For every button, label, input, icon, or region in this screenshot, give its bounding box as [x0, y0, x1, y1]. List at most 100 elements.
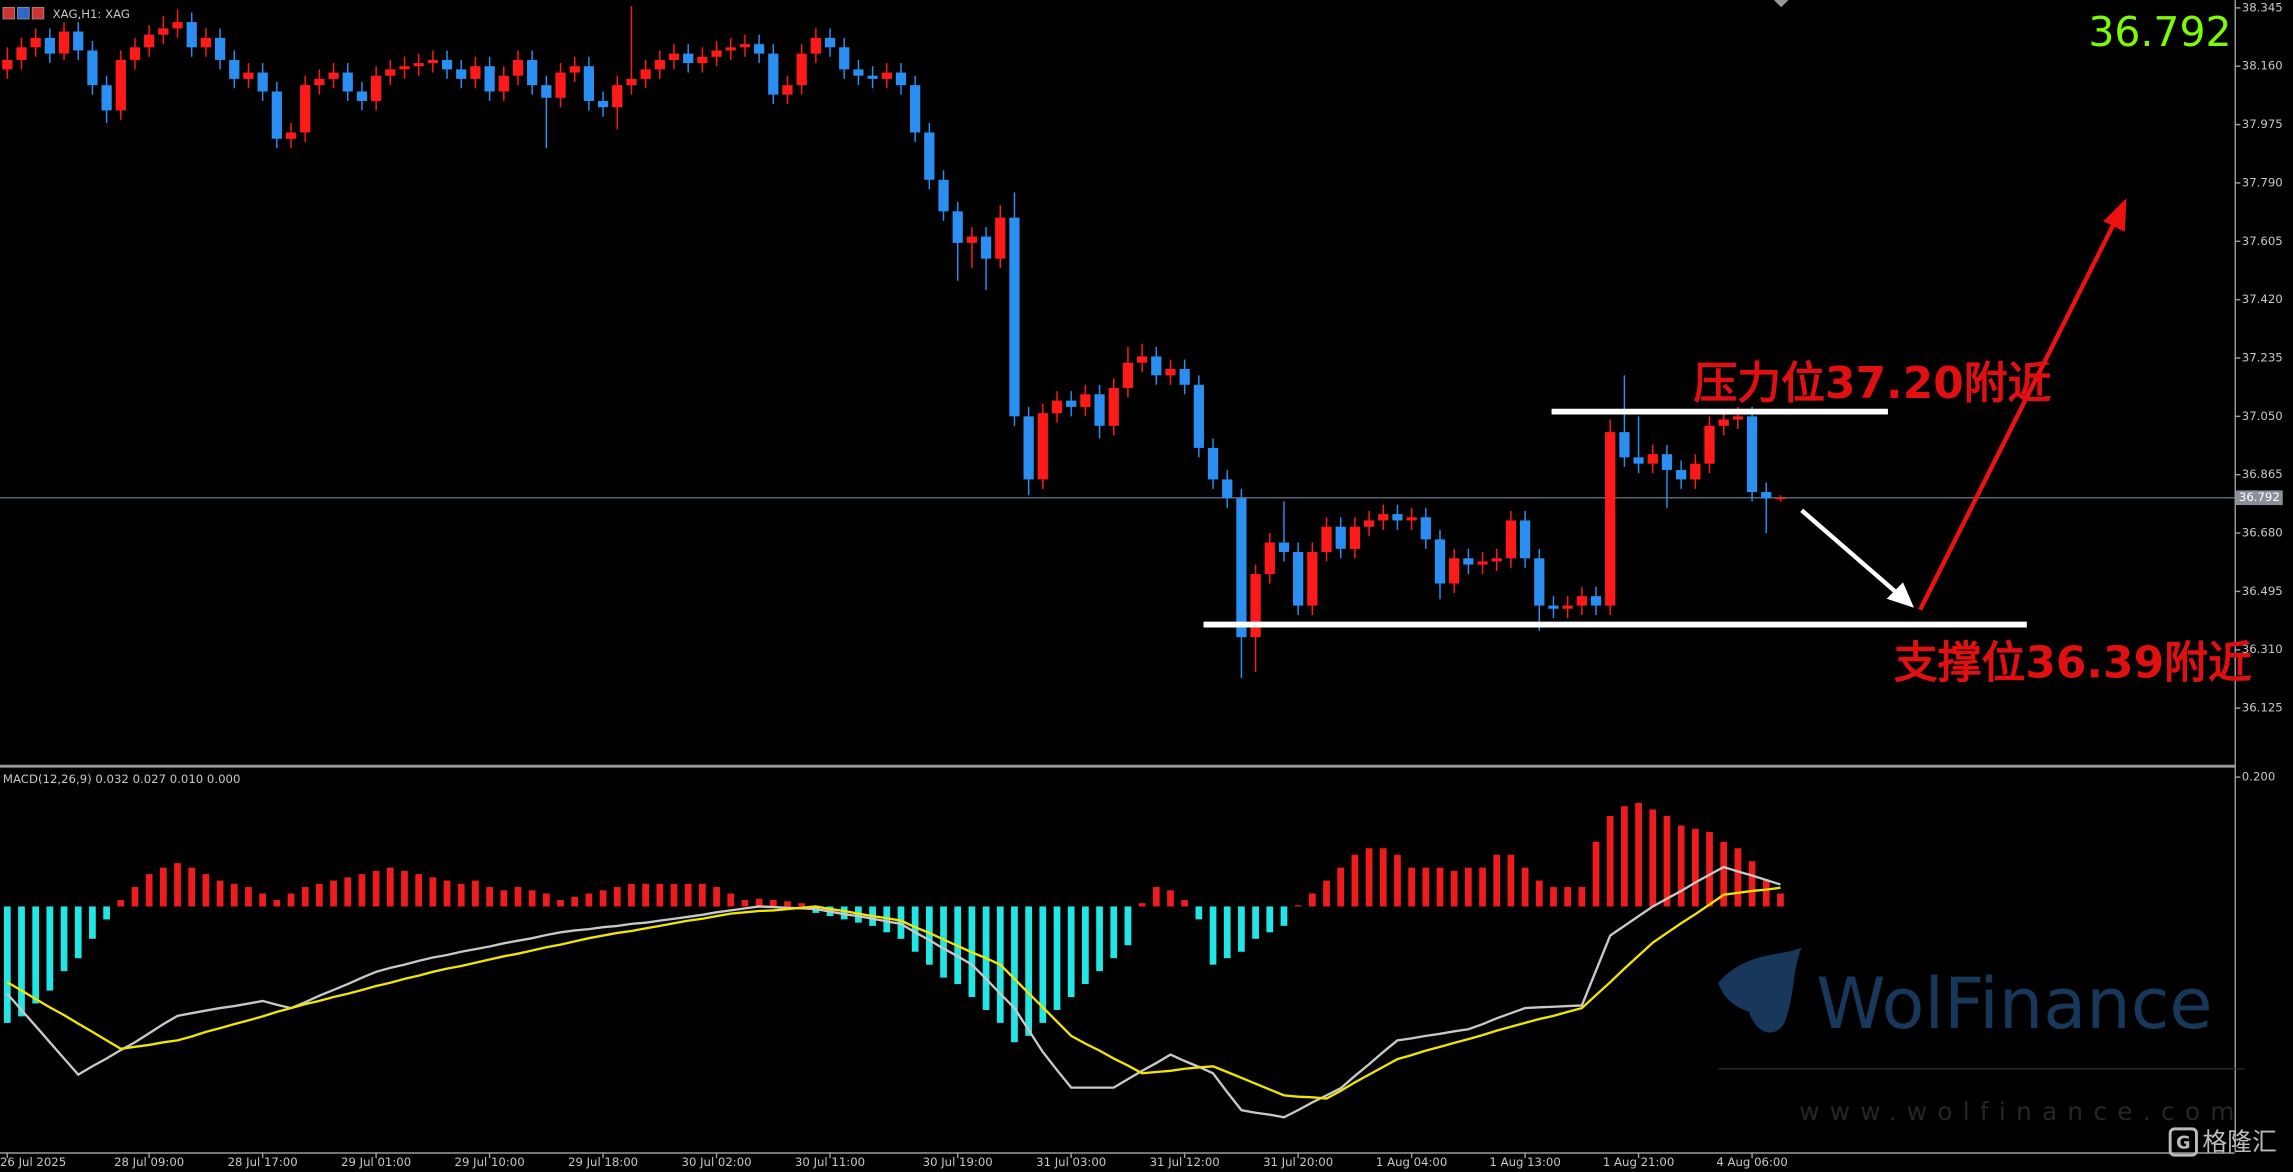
candle-body	[1250, 574, 1261, 638]
histogram-bar	[1082, 906, 1089, 985]
candle-body	[1761, 492, 1772, 499]
candle-body	[172, 22, 183, 29]
histogram-bar	[1748, 861, 1756, 907]
candle-body	[441, 59, 453, 70]
histogram-bar	[89, 906, 96, 939]
watermark-logo	[1718, 947, 1802, 1033]
candle-body	[1236, 498, 1247, 638]
histogram-bar	[628, 883, 635, 907]
candle-body	[867, 75, 878, 79]
candle-body	[952, 211, 963, 243]
candle-body	[356, 91, 368, 101]
histogram-bar	[599, 890, 607, 907]
x-tick-label: 31 Jul 03:00	[1036, 1155, 1106, 1169]
x-tick-label: 30 Jul 11:00	[795, 1155, 865, 1169]
x-tick-label: 28 Jul 17:00	[228, 1155, 298, 1169]
histogram-bar	[1167, 890, 1174, 907]
candle-body	[1307, 551, 1318, 606]
histogram-bar	[230, 883, 238, 907]
histogram-bar	[911, 906, 919, 952]
histogram-bar	[301, 887, 309, 907]
histogram-bar	[245, 887, 252, 907]
histogram-bar	[259, 893, 267, 907]
candle-body	[285, 132, 297, 139]
price-tag-label: 36.792	[2239, 490, 2280, 504]
candle-body	[541, 85, 552, 98]
candle-body	[328, 72, 339, 79]
histogram-bar	[202, 874, 210, 907]
histogram-bar	[131, 887, 139, 907]
histogram-bar	[32, 906, 40, 1004]
histogram-bar	[372, 870, 380, 907]
y-tick-label: 36.495	[2242, 584, 2283, 598]
candle-body	[1420, 517, 1431, 540]
source-logo-letter: G	[2176, 1133, 2190, 1153]
projection-arrow-up	[1918, 215, 2120, 611]
candle-body	[1378, 514, 1389, 521]
histogram-bar	[699, 883, 706, 907]
histogram-bar	[1691, 828, 1699, 907]
candle-body	[1449, 558, 1460, 584]
histogram-bar	[3, 906, 11, 1023]
candle-body	[739, 44, 751, 48]
histogram-bar	[1096, 906, 1103, 972]
candle-body	[626, 78, 637, 86]
candle-body	[1122, 362, 1134, 388]
histogram-bar	[1663, 815, 1671, 907]
histogram-bar	[287, 893, 295, 907]
candle-body	[1434, 539, 1446, 584]
symbol-icon	[17, 6, 30, 20]
candle-body	[725, 47, 736, 51]
symbol-label: XAG,H1: XAG	[53, 7, 130, 21]
histogram-bar	[145, 874, 153, 907]
candle-body	[1051, 400, 1063, 414]
histogram-bar	[1677, 825, 1685, 907]
candle-body	[640, 69, 651, 79]
histogram-bar	[1649, 809, 1657, 907]
candle-body	[1534, 558, 1545, 606]
candle-body	[1590, 596, 1602, 606]
histogram-bar	[1493, 854, 1501, 907]
candle-body	[484, 66, 495, 92]
histogram-bar	[684, 883, 692, 907]
histogram-bar	[117, 899, 125, 907]
histogram-bar	[273, 899, 281, 907]
candle-body	[1633, 457, 1644, 464]
y-tick-label: 36.865	[2242, 467, 2283, 481]
support-label: 支撑位36.39附近	[1894, 637, 2252, 688]
source-logo	[2168, 1127, 2198, 1157]
chart-shift-marker	[1773, 0, 1789, 8]
x-tick-label: 4 Aug 06:00	[1716, 1155, 1787, 1169]
candle-body	[1704, 425, 1715, 464]
candle-body	[300, 85, 311, 133]
histogram-bar	[642, 883, 650, 907]
candle-body	[1066, 400, 1077, 407]
histogram-bar	[174, 863, 181, 907]
candle-body	[16, 47, 27, 60]
candle-body	[1023, 416, 1034, 480]
x-tick-label: 1 Aug 21:00	[1603, 1155, 1674, 1169]
arrowhead	[2103, 198, 2127, 232]
histogram-bar	[1521, 867, 1529, 907]
watermark-brand: WolFinance	[1816, 963, 2212, 1045]
histogram-bar	[386, 867, 394, 907]
histogram-bar	[727, 893, 735, 907]
candle-body	[44, 37, 55, 54]
histogram-bar	[316, 883, 323, 907]
candle-body	[1718, 419, 1729, 426]
histogram-bar	[429, 877, 437, 907]
source-label: 格隆汇	[2202, 1127, 2277, 1156]
candle-body	[1647, 454, 1658, 464]
histogram-bar	[401, 870, 408, 907]
histogram-bar	[1720, 841, 1728, 907]
candle-body	[257, 72, 268, 92]
histogram-bar	[60, 906, 68, 972]
candle-body	[1321, 526, 1332, 552]
price-tag	[2235, 490, 2283, 506]
histogram-bar	[784, 901, 791, 907]
histogram-bar	[358, 874, 366, 907]
histogram-bar	[798, 903, 806, 907]
histogram-bar	[1351, 854, 1359, 907]
